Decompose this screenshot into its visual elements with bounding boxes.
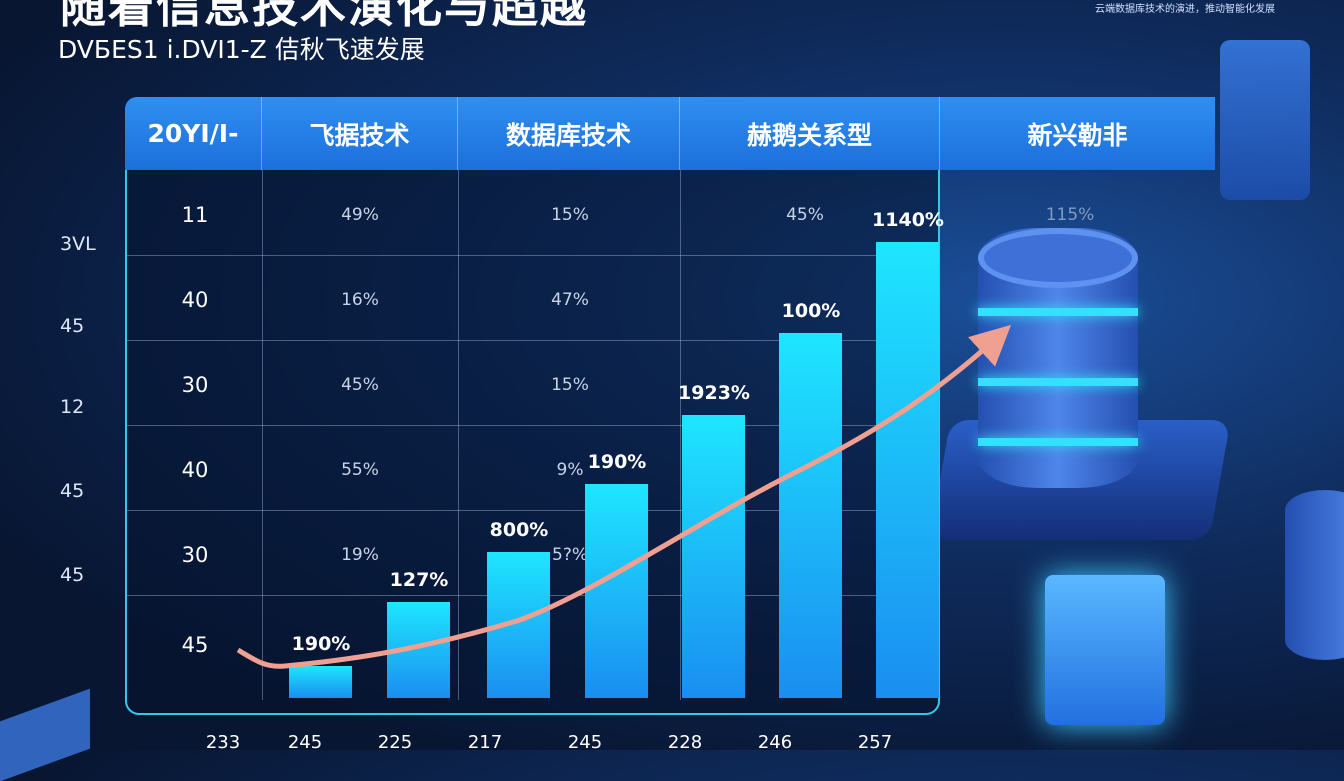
- header-col-2: 数据库技术: [458, 97, 680, 170]
- chip-cube-icon: [1045, 575, 1165, 725]
- database-cylinder-small-icon: [1285, 490, 1344, 660]
- trend-line-layer: [236, 324, 1012, 669]
- outer-axis-label: 12: [60, 396, 85, 418]
- table-cell: 15%: [551, 375, 589, 395]
- row-label: 45: [181, 633, 209, 657]
- table-cell: 45%: [786, 205, 824, 225]
- top-note: 云端数据库技术的演进，推动智能化发展: [1095, 4, 1275, 15]
- page-title: 随着信息技术演化与超越: [60, 0, 588, 33]
- x-tick-label: 233: [205, 732, 241, 753]
- row-label: 40: [181, 458, 209, 482]
- row-label: 30: [181, 543, 209, 567]
- x-tick-label: 245: [567, 732, 603, 753]
- table-cell: 45%: [341, 375, 379, 395]
- server-cube-icon: [1220, 40, 1310, 200]
- grid-line: [127, 255, 937, 256]
- header-col-4: 新兴勒非: [1027, 120, 1128, 150]
- bar-label: 1140%: [872, 209, 944, 231]
- x-tick-label: 257: [857, 732, 893, 753]
- bar-label: 127%: [389, 569, 449, 592]
- x-tick-label: 228: [667, 732, 703, 753]
- grid-line: [127, 340, 937, 341]
- bar: [682, 415, 745, 698]
- table-cell: 9%: [556, 460, 584, 480]
- bar: [289, 666, 352, 698]
- subtitle: DVБES1 i.DVI1-Z 佶秋飞速发展: [58, 35, 425, 64]
- table-cell: 55%: [341, 460, 379, 480]
- bar-label: 100%: [781, 300, 841, 323]
- table-cell: 49%: [341, 205, 379, 225]
- row-label: 40: [181, 288, 209, 312]
- table-cell: 115%: [1045, 205, 1095, 225]
- bar-label: 1923%: [678, 382, 750, 405]
- grid-line: [127, 425, 937, 426]
- bar: [876, 242, 939, 698]
- table-cell: 5?%: [552, 545, 588, 565]
- bar: [585, 483, 648, 698]
- grid-line: [127, 510, 937, 511]
- bar: [779, 333, 842, 698]
- x-tick-label: 217: [467, 732, 503, 753]
- table-cell: 15%: [551, 205, 589, 225]
- outer-axis-label: 3VL: [60, 233, 96, 255]
- row-label: 30: [181, 373, 209, 397]
- bar-label: 190%: [291, 633, 351, 656]
- outer-axis-label: 45: [60, 564, 85, 586]
- x-tick-label: 225: [377, 732, 413, 753]
- row-label: 11: [181, 203, 209, 227]
- table-cell: 16%: [341, 290, 379, 310]
- x-tick-label: 246: [757, 732, 793, 753]
- table-cell: 47%: [551, 290, 589, 310]
- grid-line: [680, 170, 681, 700]
- header-year: 20YI/I-: [125, 97, 262, 170]
- grid-line: [458, 170, 459, 700]
- grid-line: [262, 170, 263, 700]
- bar-label: 800%: [489, 519, 549, 542]
- table-cell: 19%: [341, 545, 379, 565]
- x-tick-label: 245: [287, 732, 323, 753]
- header-col-1: 飞据技术: [262, 97, 458, 170]
- outer-axis-label: 45: [60, 315, 85, 337]
- outer-axis-label: 45: [60, 480, 85, 502]
- trend-line: [236, 324, 1012, 669]
- header-col-3: 赫鹅关系型: [680, 97, 940, 170]
- table-header: 20YI/I- 飞据技术 数据库技术 赫鹅关系型 新兴勒非: [125, 97, 1215, 170]
- bar-label: 190%: [587, 450, 647, 473]
